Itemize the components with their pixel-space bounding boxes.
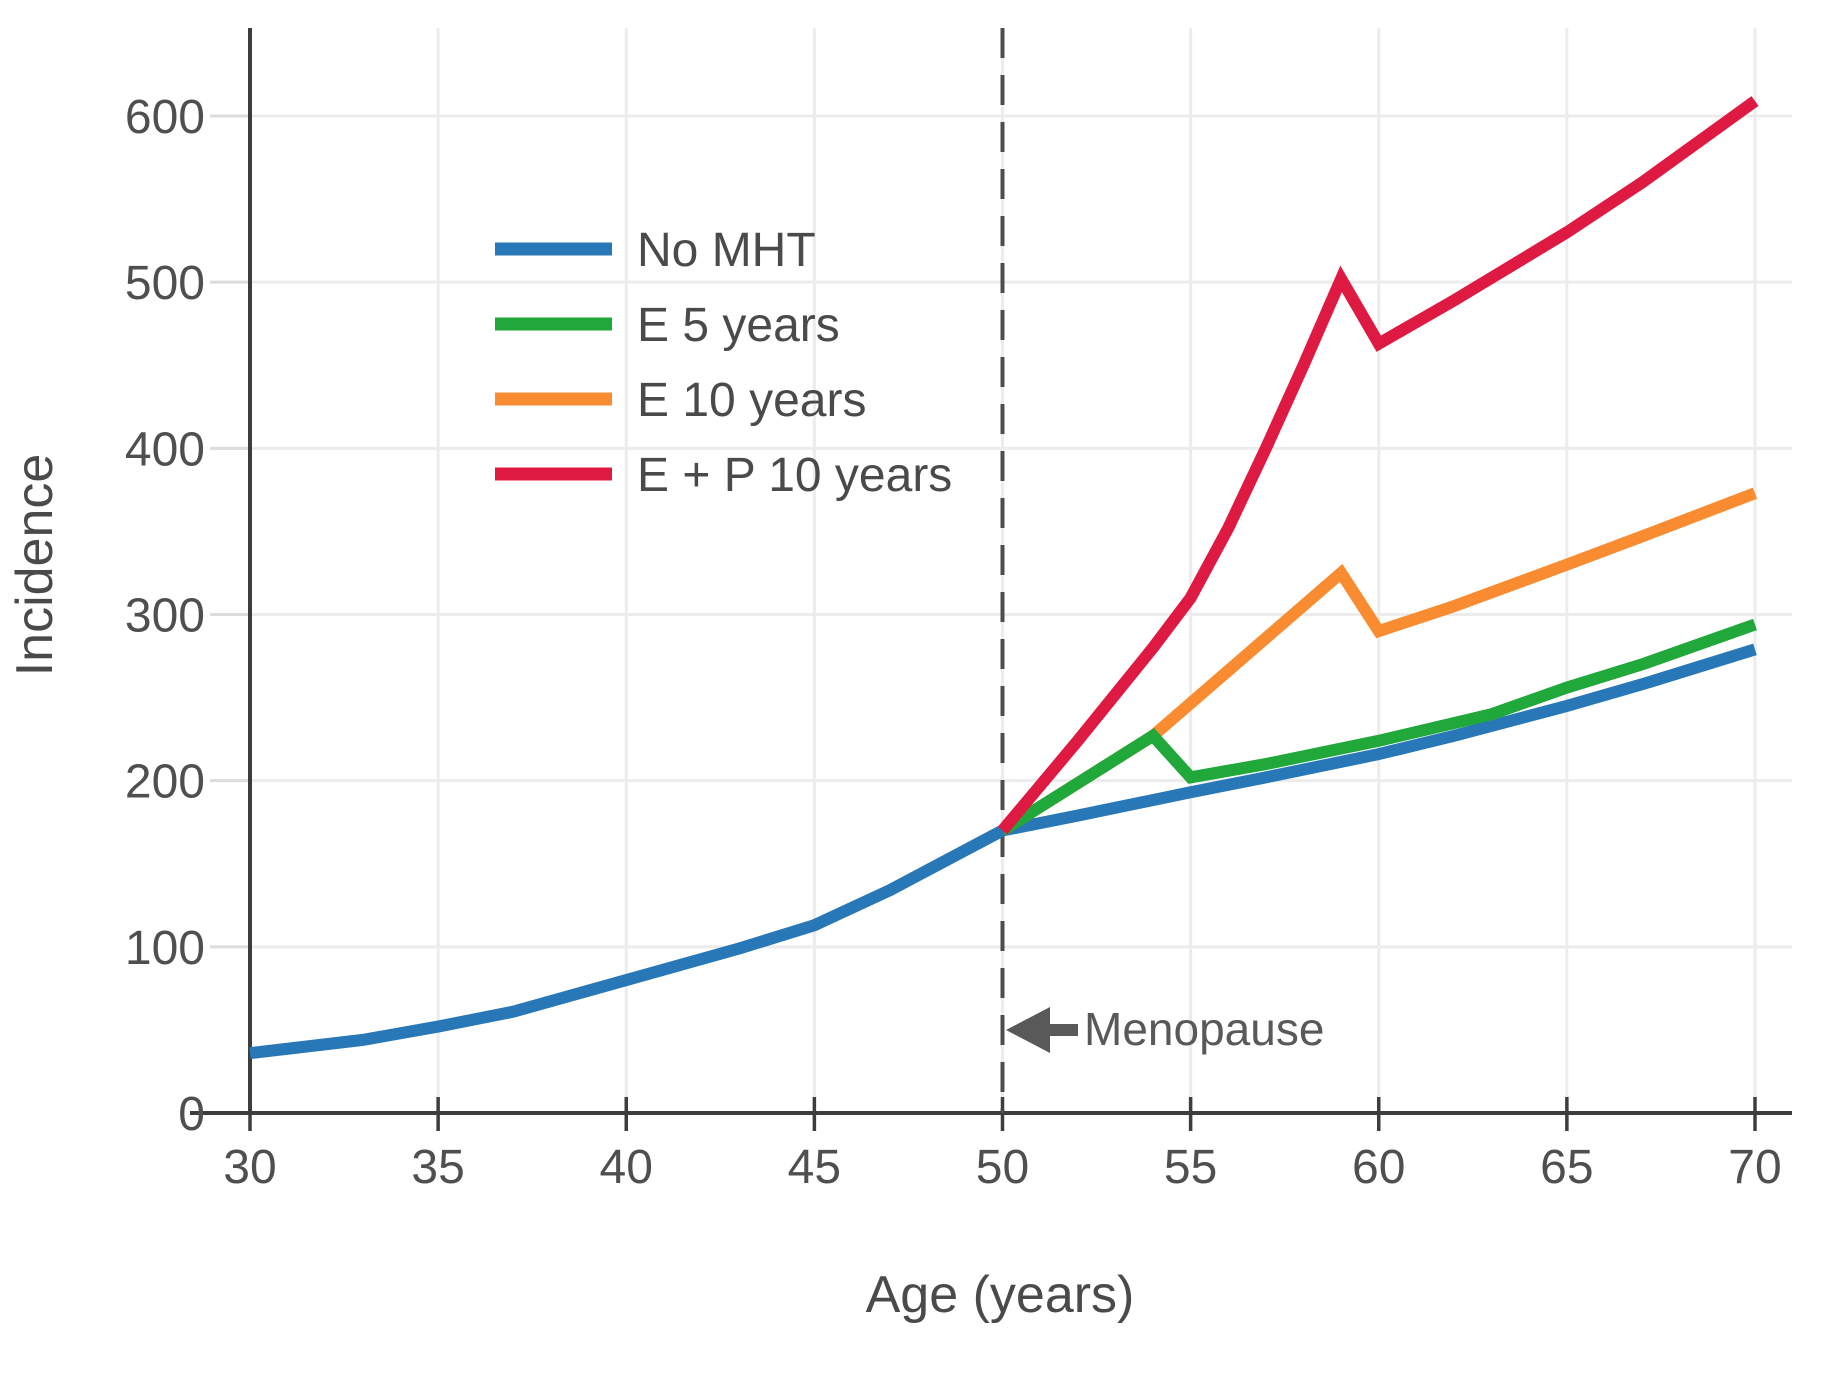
x-tick-label: 70 xyxy=(1728,1141,1781,1194)
x-tick-label: 35 xyxy=(411,1141,464,1194)
x-tick-label: 40 xyxy=(600,1141,653,1194)
left-arrow-shaft xyxy=(1044,1024,1078,1036)
x-tick-label: 60 xyxy=(1352,1141,1405,1194)
y-tick-label: 500 xyxy=(125,257,205,310)
y-tick-label: 400 xyxy=(125,423,205,476)
y-tick-label: 100 xyxy=(125,922,205,975)
legend-label-e-5-years: E 5 years xyxy=(637,299,840,352)
legend-label-e-10-years: E 10 years xyxy=(637,374,866,427)
x-axis-title: Age (years) xyxy=(866,1266,1135,1324)
y-tick-label: 600 xyxy=(125,91,205,144)
series-line-e-5-years xyxy=(999,618,1757,836)
series-line-no-mht xyxy=(249,643,1757,1060)
series-line-e-p-10-years xyxy=(997,96,1759,835)
series-line-e-10-years xyxy=(999,487,1758,836)
menopause-annotation-label: Menopause xyxy=(1084,1003,1324,1055)
x-tick-label: 50 xyxy=(976,1141,1029,1194)
chart-plot-area: 30 35 40 45 50 55 60 65 70 0 100 200 300 400 500 600 No … xyxy=(125,28,1792,1194)
x-tick-label: 30 xyxy=(223,1141,276,1194)
legend-label-e-p-10-years: E + P 10 years xyxy=(637,449,952,502)
y-tick-label: 200 xyxy=(125,756,205,809)
x-tick-label: 55 xyxy=(1164,1141,1217,1194)
y-axis-title: Incidence xyxy=(6,454,64,677)
x-tick-label: 65 xyxy=(1540,1141,1593,1194)
y-tick-label: 300 xyxy=(125,590,205,643)
legend-label-no-mht: No MHT xyxy=(637,224,816,277)
y-tick-label: 0 xyxy=(178,1088,205,1141)
left-arrow-icon xyxy=(1006,1007,1050,1053)
x-tick-label: 45 xyxy=(788,1141,841,1194)
